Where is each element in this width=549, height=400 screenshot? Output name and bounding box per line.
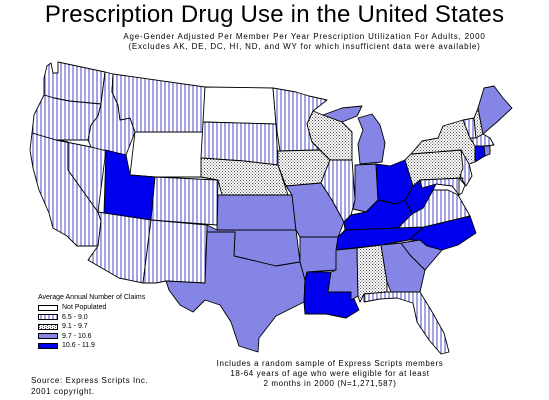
legend-label: 9.1 - 9.7 (62, 323, 88, 331)
legend-item: 6.5 - 9.0 (38, 313, 145, 323)
state-CO (150, 176, 219, 226)
legend-item: Not Populated (38, 303, 145, 313)
state-MD (419, 177, 464, 196)
subtitle-line-1: Age-Gender Adjusted Per Member Per Year … (123, 32, 486, 41)
legend-label: 6.5 - 9.0 (62, 313, 88, 321)
state-FL (363, 291, 450, 355)
state-LA (303, 271, 360, 319)
page-title: Prescription Drug Use in the United Stat… (44, 1, 505, 28)
state-RI (483, 145, 491, 157)
legend-swatch (38, 342, 58, 349)
legend-label: 9.7 - 10.6 (62, 332, 92, 340)
state-ND (202, 86, 277, 125)
state-NM (142, 219, 208, 284)
subtitle-line-2: (Excludes AK, DE, DC, HI, ND, and WY for… (128, 42, 481, 51)
source-line-2: 2001 copyright. (31, 387, 95, 396)
legend-item: 10.6 - 11.9 (38, 341, 145, 351)
state-KS (216, 194, 297, 231)
state-MI (322, 105, 386, 165)
map-legend: Average Annual Number of Claims Not Popu… (38, 293, 145, 351)
legend-item: 9.1 - 9.7 (38, 322, 145, 332)
legend-label: Not Populated (62, 304, 107, 312)
legend-swatch (38, 323, 58, 330)
legend-swatch (38, 304, 58, 311)
state-CT (474, 145, 486, 163)
footnote: Includes a random sample of Express Scri… (210, 359, 450, 389)
state-TX (165, 231, 306, 353)
legend-label: 10.6 - 11.9 (62, 342, 95, 350)
legend-swatch (38, 314, 58, 321)
state-ME (477, 85, 513, 135)
legend-title: Average Annual Number of Claims (38, 294, 146, 301)
legend-item: 9.7 - 10.6 (38, 332, 145, 342)
state-WY (129, 131, 204, 178)
footnote-line-1: Includes a random sample of Express Scri… (216, 359, 444, 368)
legend-swatch (38, 333, 58, 340)
footnote-line-2: 18-64 years of age who were eligible for… (230, 369, 430, 378)
source-line-1: Source: Express Scripts Inc. (31, 376, 149, 385)
state-DE (458, 177, 466, 196)
state-WI (306, 110, 353, 161)
state-NJ (459, 149, 473, 187)
footnote-line-3: 2 months in 2000 (N=1,271,587) (263, 379, 397, 388)
source-note: Source: Express Scripts Inc. 2001 copyri… (31, 375, 148, 397)
